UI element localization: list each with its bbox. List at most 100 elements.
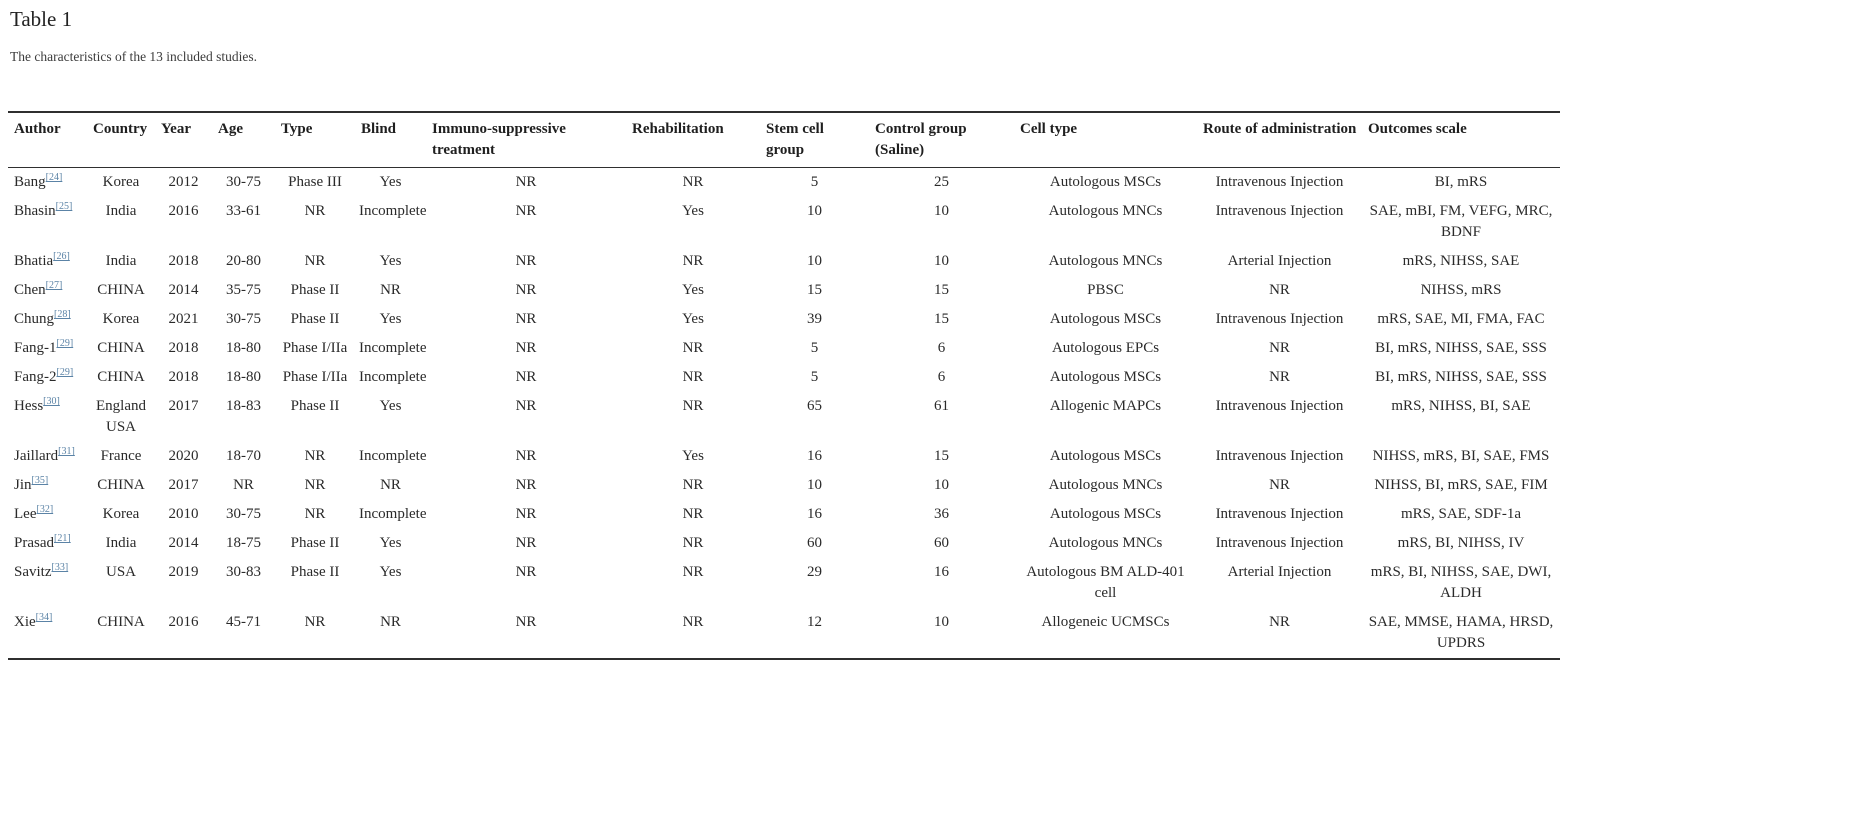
stem-cell-group-cell: 60 bbox=[807, 535, 822, 551]
year-cell: 2017 bbox=[168, 477, 199, 493]
route-cell: NR bbox=[1269, 340, 1290, 356]
rehabilitation-cell: NR bbox=[682, 564, 704, 580]
author-cell: Chung[28] bbox=[8, 305, 87, 334]
type-cell: Phase III bbox=[288, 174, 342, 190]
studies-table: Author Country Year Age Type Blind Immun… bbox=[8, 111, 1560, 660]
country-cell: Korea bbox=[102, 311, 140, 327]
stem-cell-group-cell: 65 bbox=[807, 398, 822, 414]
blind-cell: Yes bbox=[379, 174, 402, 190]
age-cell: 30-75 bbox=[226, 506, 261, 522]
immuno-cell: NR bbox=[515, 369, 537, 385]
blind-cell: Incomplete bbox=[359, 506, 427, 522]
rehabilitation-cell: Yes bbox=[682, 282, 704, 298]
blind-cell: Yes bbox=[379, 311, 402, 327]
citation-link[interactable]: [24] bbox=[45, 172, 63, 183]
col-header-cell-type: Cell type bbox=[1020, 121, 1078, 137]
author-cell: Prasad[21] bbox=[8, 529, 87, 558]
country-cell: Korea bbox=[102, 506, 140, 522]
route-cell: Intravenous Injection bbox=[1215, 174, 1344, 190]
age-cell: 18-75 bbox=[226, 535, 261, 551]
control-group-cell: 36 bbox=[934, 506, 949, 522]
cell-type-cell: Autologous EPCs bbox=[1051, 340, 1160, 356]
stem-cell-group-cell: 5 bbox=[810, 369, 819, 385]
cell-type-cell: Autologous MSCs bbox=[1049, 174, 1162, 190]
table-caption: The characteristics of the 13 included s… bbox=[10, 49, 258, 64]
author-cell: Jaillard[31] bbox=[8, 442, 87, 471]
citation-link[interactable]: [30] bbox=[43, 396, 60, 407]
age-cell: 35-75 bbox=[226, 282, 261, 298]
citation-link[interactable]: [35] bbox=[31, 475, 49, 486]
year-cell: 2019 bbox=[168, 564, 199, 580]
author-cell: Fang-1[29] bbox=[8, 334, 87, 363]
control-group-cell: 16 bbox=[934, 564, 949, 580]
blind-cell: Incomplete bbox=[359, 448, 427, 464]
country-cell: CHINA bbox=[97, 369, 145, 385]
cell-type-cell: Allogeneic UCMSCs bbox=[1041, 614, 1170, 630]
year-cell: 2021 bbox=[168, 311, 199, 327]
cell-type-cell: PBSC bbox=[1087, 282, 1124, 298]
table-row: Jaillard[31] France 2020 18-70 NR Incomp… bbox=[8, 442, 1560, 471]
stem-cell-group-cell: 16 bbox=[807, 448, 822, 464]
route-cell: Intravenous Injection bbox=[1215, 398, 1344, 414]
cell-type-cell: Autologous MNCs bbox=[1048, 203, 1163, 219]
header-row: Author Country Year Age Type Blind Immun… bbox=[8, 112, 1560, 168]
immuno-cell: NR bbox=[515, 253, 537, 269]
table-row: Chen[27] CHINA 2014 35-75 Phase II NR NR… bbox=[8, 276, 1560, 305]
age-cell: NR bbox=[233, 477, 254, 493]
citation-link[interactable]: [21] bbox=[54, 533, 71, 544]
author-cell: Chen[27] bbox=[8, 276, 87, 305]
author-cell: Lee[32] bbox=[8, 500, 87, 529]
cell-type-cell: Autologous MNCs bbox=[1048, 253, 1163, 269]
table-row: Xie[34] CHINA 2016 45-71 NR NR NR NR 12 … bbox=[8, 608, 1560, 659]
author-cell: Hess[30] bbox=[8, 392, 87, 442]
age-cell: 45-71 bbox=[226, 614, 261, 630]
citation-link[interactable]: [29] bbox=[56, 367, 74, 378]
age-cell: 30-75 bbox=[226, 311, 261, 327]
author-name: Lee bbox=[14, 506, 37, 522]
control-group-cell: 6 bbox=[937, 369, 946, 385]
year-cell: 2018 bbox=[168, 340, 199, 356]
route-cell: Intravenous Injection bbox=[1215, 203, 1344, 219]
country-cell: CHINA bbox=[97, 477, 145, 493]
author-cell: Bhasin[25] bbox=[8, 197, 87, 247]
year-cell: 2017 bbox=[168, 398, 199, 414]
cell-type-cell: Allogenic MAPCs bbox=[1049, 398, 1162, 414]
citation-link[interactable]: [26] bbox=[53, 251, 70, 262]
immuno-cell: NR bbox=[515, 203, 537, 219]
citation-link[interactable]: [33] bbox=[51, 562, 69, 573]
age-cell: 20-80 bbox=[226, 253, 261, 269]
control-group-cell: 15 bbox=[934, 311, 949, 327]
year-cell: 2016 bbox=[168, 614, 199, 630]
route-cell: NR bbox=[1269, 614, 1290, 630]
rehabilitation-cell: Yes bbox=[682, 203, 704, 219]
col-header-outcomes-scale: Outcomes scale bbox=[1368, 121, 1467, 137]
route-cell: Arterial Injection bbox=[1227, 253, 1332, 269]
age-cell: 30-83 bbox=[226, 564, 261, 580]
author-name: Savitz bbox=[14, 564, 52, 580]
control-group-cell: 10 bbox=[934, 203, 949, 219]
citation-link[interactable]: [32] bbox=[36, 504, 54, 515]
rehabilitation-cell: Yes bbox=[682, 448, 704, 464]
route-cell: Intravenous Injection bbox=[1215, 535, 1344, 551]
country-cell: India bbox=[105, 535, 137, 551]
rehabilitation-cell: NR bbox=[682, 174, 704, 190]
cell-type-cell: Autologous MSCs bbox=[1049, 311, 1162, 327]
control-group-cell: 15 bbox=[934, 282, 949, 298]
immuno-cell: NR bbox=[515, 282, 537, 298]
citation-link[interactable]: [34] bbox=[35, 612, 53, 623]
blind-cell: NR bbox=[380, 614, 401, 630]
citation-link[interactable]: [25] bbox=[55, 201, 73, 212]
age-cell: 18-80 bbox=[226, 369, 261, 385]
blind-cell: Yes bbox=[379, 253, 402, 269]
author-name: Hess bbox=[14, 398, 44, 414]
outcomes-cell: BI, mRS, NIHSS, SAE, SSS bbox=[1375, 369, 1547, 385]
citation-link[interactable]: [27] bbox=[45, 280, 63, 291]
route-cell: NR bbox=[1269, 477, 1290, 493]
rehabilitation-cell: NR bbox=[682, 477, 704, 493]
col-header-route: Route of administration bbox=[1203, 121, 1357, 137]
table-row: Hess[30] England USA 2017 18-83 Phase II… bbox=[8, 392, 1560, 442]
citation-link[interactable]: [29] bbox=[56, 338, 74, 349]
citation-link[interactable]: [31] bbox=[58, 446, 75, 457]
type-cell: NR bbox=[304, 614, 326, 630]
citation-link[interactable]: [28] bbox=[54, 309, 71, 320]
